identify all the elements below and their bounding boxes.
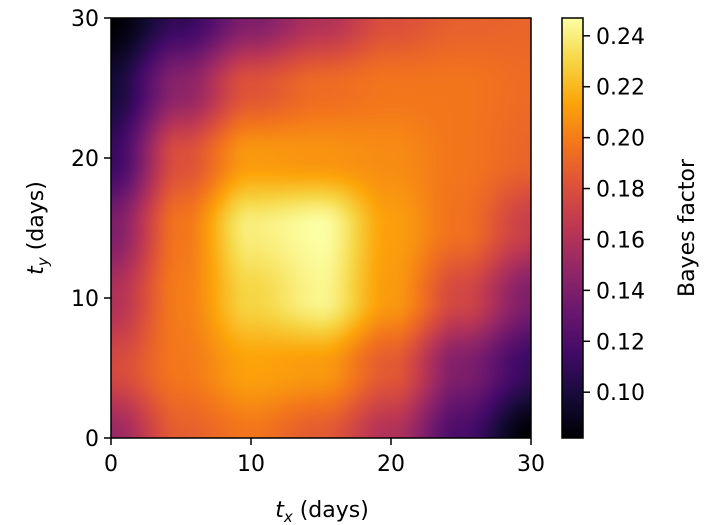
plot-frame: [110, 17, 532, 439]
y-tick-label: 20: [71, 147, 99, 172]
x-axis: 0 10 20 30: [104, 438, 545, 477]
colorbar-label: Bayes factor: [675, 158, 700, 297]
y-tick-label: 10: [71, 287, 99, 312]
x-tick-label: 0: [104, 452, 118, 477]
colorbar-tick-label: 0.22: [596, 76, 645, 101]
colorbar-tick-label: 0.20: [596, 127, 645, 152]
colorbar-tick-label: 0.14: [596, 279, 645, 304]
x-tick-label: 10: [237, 452, 265, 477]
y-tick-label: 0: [85, 427, 99, 452]
colorbar: 0.10 0.12 0.14 0.16 0.18 0.20 0.22 0.24 Bayes f…: [561, 17, 700, 439]
colorbar-frame: [561, 17, 584, 439]
colorbar-tick-label: 0.18: [596, 178, 645, 203]
y-axis-label: ty (days): [24, 181, 52, 275]
colorbar-tick-label: 0.10: [596, 381, 645, 406]
colorbar-tick-label: 0.12: [596, 330, 645, 355]
heatmap-image: [111, 18, 531, 438]
y-axis: 0 10 20 30: [71, 7, 111, 452]
x-axis-label: tx (days): [275, 498, 369, 525]
colorbar-tick-label: 0.16: [596, 228, 645, 253]
colorbar-tick-label: 0.24: [596, 25, 645, 50]
x-tick-label: 20: [377, 452, 405, 477]
y-tick-label: 30: [71, 7, 99, 32]
x-tick-label: 30: [517, 452, 545, 477]
colorbar-ticks: 0.10 0.12 0.14 0.16 0.18 0.20 0.22 0.24: [583, 25, 645, 406]
